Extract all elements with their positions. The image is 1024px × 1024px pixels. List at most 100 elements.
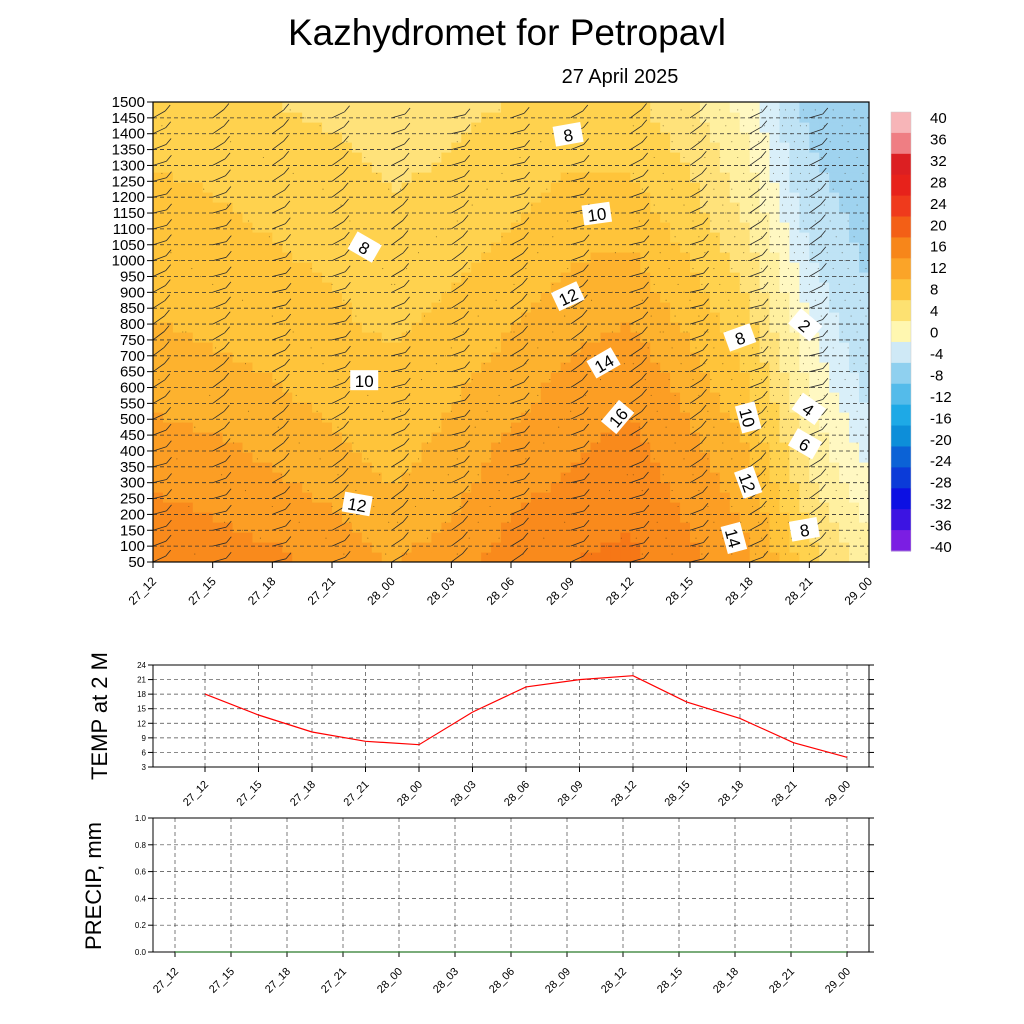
isotherm-point: [781, 212, 784, 214]
heatmap-cell: [590, 482, 602, 493]
isotherm-point: [808, 458, 810, 460]
heatmap-cell: [829, 522, 840, 533]
heatmap-cell: [262, 412, 273, 423]
heatmap-cell: [789, 412, 800, 423]
heatmap-cell: [153, 282, 164, 293]
heatmap-cell: [371, 362, 383, 373]
heatmap-cell: [351, 202, 363, 213]
heatmap-cell: [501, 302, 512, 313]
isotherm-point: [793, 141, 795, 143]
heatmap-cell: [461, 422, 472, 433]
isotherm-point: [325, 537, 327, 539]
heatmap-cell: [769, 202, 781, 213]
heatmap-cell: [749, 152, 761, 163]
heatmap-cell: [252, 242, 263, 253]
heatmap-cell: [411, 502, 423, 513]
heatmap-cell: [451, 242, 462, 253]
heatmap-cell: [739, 252, 751, 263]
heatmap-cell: [332, 142, 343, 153]
heatmap-cell: [252, 442, 263, 453]
heatmap-cell: [570, 352, 582, 363]
heatmap-cell: [202, 132, 214, 143]
isotherm-point: [420, 379, 423, 381]
heatmap-cell: [182, 102, 194, 113]
heatmap-cell: [660, 252, 671, 263]
heatmap-cell: [391, 362, 403, 373]
isotherm-point: [710, 220, 712, 222]
heatmap-cell: [610, 532, 621, 543]
heatmap-cell: [550, 502, 562, 513]
heatmap-cell: [481, 112, 492, 123]
heatmap-cell: [162, 332, 174, 343]
heatmap-cell: [699, 122, 711, 133]
wind-barb-flag: [403, 438, 410, 445]
heatmap-cell: [640, 522, 651, 533]
heatmap-cell: [859, 372, 869, 383]
heatmap-cell: [849, 182, 860, 193]
heatmap-cell: [192, 272, 204, 283]
isotherm-point: [280, 474, 282, 476]
heatmap-cell: [819, 412, 830, 423]
heatmap-cell: [600, 482, 612, 493]
isotherm-point: [781, 244, 784, 246]
heatmap-cell: [819, 112, 830, 123]
isotherm-point: [856, 410, 858, 412]
heatmap-cell: [580, 462, 592, 473]
heatmap-cell: [590, 232, 602, 243]
heatmap-cell: [600, 432, 612, 443]
heatmap-cell: [252, 552, 263, 562]
heatmap-cell: [680, 352, 691, 363]
heatmap-cell: [491, 152, 502, 163]
heatmap-cell: [212, 142, 224, 153]
heatmap-cell: [819, 332, 830, 343]
heatmap-cell: [431, 212, 442, 223]
heatmap-cell: [530, 192, 542, 203]
isotherm-point: [701, 283, 703, 285]
heatmap-cell: [600, 302, 612, 313]
heatmap-cell: [650, 412, 661, 423]
heatmap-cell: [769, 112, 781, 123]
heatmap-cell: [411, 132, 423, 143]
heatmap-cell: [341, 232, 353, 243]
isotherm-point: [841, 474, 843, 476]
heatmap-cell: [471, 342, 482, 353]
heatmap-cell: [511, 472, 522, 483]
heatmap-cell: [461, 252, 472, 263]
isotherm-point: [295, 394, 297, 396]
isotherm-point: [725, 172, 727, 174]
heatmap-cell: [859, 302, 869, 313]
heatmap-cell: [242, 462, 254, 473]
isotherm-point: [758, 299, 760, 301]
heatmap-cell: [650, 232, 661, 243]
heatmap-cell: [272, 222, 283, 233]
wind-barb-shaft: [212, 141, 225, 150]
isotherm-point: [823, 466, 825, 468]
isotherm-point: [438, 156, 440, 159]
heatmap-cell: [411, 122, 423, 133]
isotherm-point: [247, 149, 250, 151]
isotherm-point: [456, 458, 458, 460]
wind-barb-flag: [344, 105, 350, 113]
heatmap-cell: [172, 302, 184, 313]
heatmap-cell: [839, 252, 850, 263]
heatmap-cell: [620, 232, 631, 243]
wind-barb-shaft: [272, 240, 286, 246]
heatmap-cell: [530, 502, 542, 513]
heatmap-cell: [550, 432, 562, 443]
wind-barb-shaft: [391, 220, 404, 230]
heatmap-cell: [302, 212, 313, 223]
heatmap-cell: [729, 252, 741, 263]
heatmap-cell: [570, 412, 582, 423]
isotherm-point: [713, 426, 715, 428]
heatmap-cell: [471, 302, 482, 313]
heatmap-cell: [262, 422, 273, 433]
wind-barb-flag: [403, 152, 410, 160]
isotherm-point: [814, 109, 816, 111]
heatmap-cell: [162, 542, 174, 553]
heatmap-cell: [312, 332, 323, 343]
heatmap-cell: [670, 442, 681, 453]
heatmap-cell: [232, 392, 244, 403]
isotherm-point: [820, 156, 822, 159]
wind-barb-flag: [345, 314, 351, 322]
heatmap-cell: [401, 292, 413, 303]
